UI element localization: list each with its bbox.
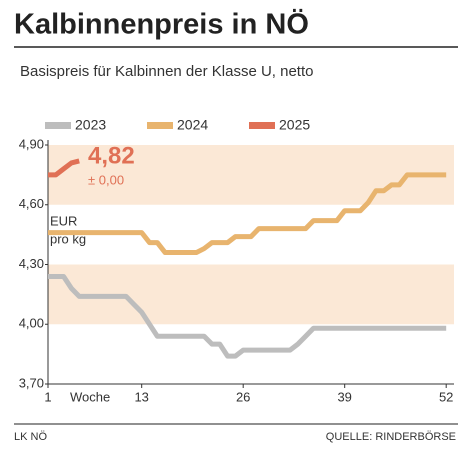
y-tick-label: 3,70 (19, 375, 44, 390)
line-series (48, 172, 447, 256)
annotation-value: 4,82 (88, 142, 135, 169)
y-tick-label: 4,00 (19, 316, 44, 331)
legend-label: 2023 (75, 117, 106, 133)
legend-swatch (249, 122, 275, 129)
source-right: QUELLE: RINDERBÖRSE (326, 431, 456, 443)
legend-swatch (147, 122, 173, 129)
line-series (48, 273, 447, 359)
x-tick-label: 13 (134, 389, 148, 404)
y-tick-label: 4,30 (19, 256, 44, 271)
subtitle: Basispreis für Kalbinnen der Klasse U, n… (20, 63, 314, 80)
source-left: LK NÖ (14, 431, 47, 443)
annotation-change: ± 0,00 (88, 172, 124, 187)
band (48, 145, 454, 205)
unit-label: pro kg (50, 231, 86, 246)
x-tick-label: 1 (44, 389, 51, 404)
x-tick-label: 39 (337, 389, 351, 404)
y-tick-label: 4,60 (19, 196, 44, 211)
x-tick-label: 26 (236, 389, 250, 404)
line-series (48, 158, 80, 178)
legend-label: 2025 (279, 117, 310, 133)
legend-label: 2024 (177, 117, 208, 133)
unit-label: EUR (50, 213, 77, 228)
x-axis-label: Woche (70, 389, 110, 404)
y-tick-label: 4,90 (19, 136, 44, 151)
chart-title: Kalbinnenpreis in NÖ (14, 8, 309, 41)
x-tick-label: 52 (439, 389, 453, 404)
legend-swatch (45, 122, 71, 129)
